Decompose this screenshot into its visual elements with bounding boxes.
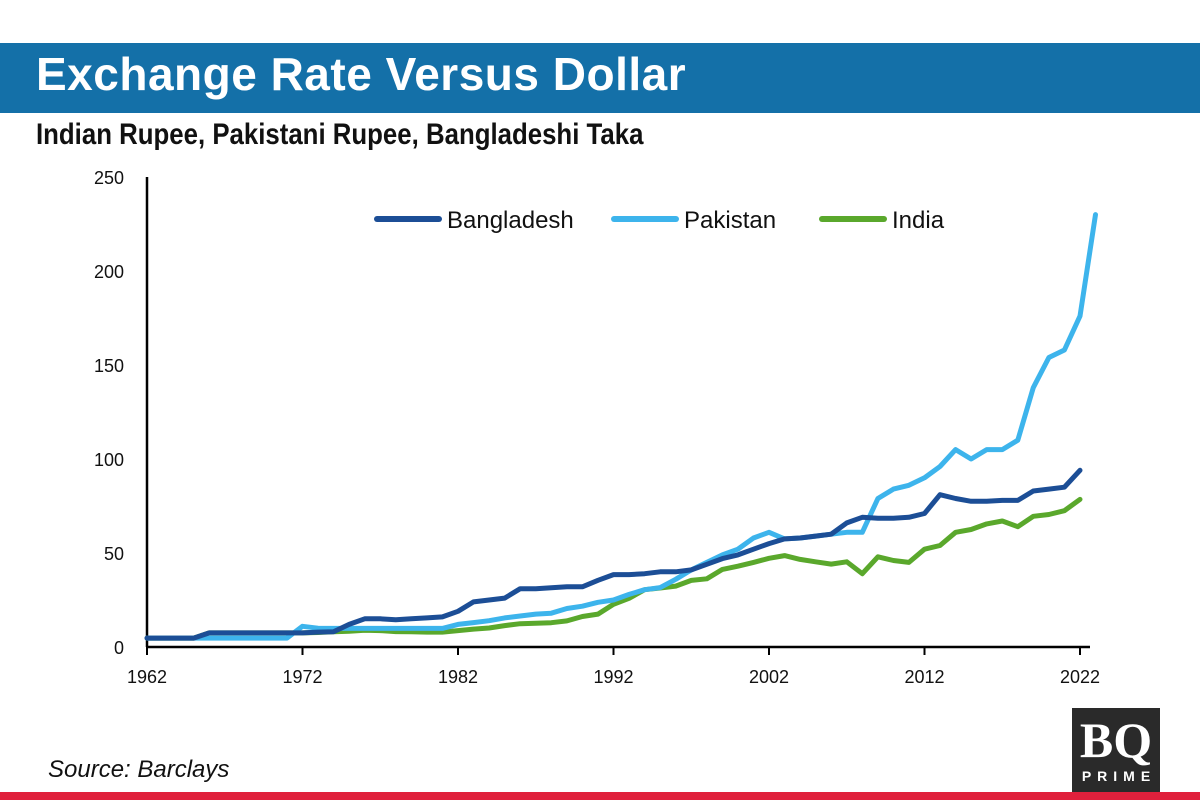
- y-tick-label: 250: [94, 168, 124, 188]
- y-tick-label: 100: [94, 450, 124, 470]
- bottom-accent-line: [0, 792, 1200, 800]
- legend-label-pakistan: Pakistan: [684, 207, 776, 234]
- y-tick-label: 50: [104, 544, 124, 564]
- logo-text: BQ: [1079, 712, 1153, 768]
- chart-subtitle: Indian Rupee, Pakistani Rupee, Banglades…: [36, 118, 644, 151]
- legend-label-bangladesh: Bangladesh: [447, 207, 574, 234]
- x-tick-label: 1962: [127, 667, 167, 687]
- x-tick-label: 1972: [282, 667, 322, 687]
- series-line-pakistan: [144, 212, 1098, 641]
- series-line-india: [144, 496, 1083, 641]
- source-note: Source: Barclays: [48, 756, 230, 783]
- y-tick-label: 200: [94, 262, 124, 282]
- y-tick-label: 0: [114, 638, 124, 658]
- title-bar: Exchange Rate Versus Dollar: [0, 43, 1200, 113]
- legend-label-india: India: [892, 207, 945, 234]
- legend: Bangladesh Pakistan India: [374, 207, 945, 234]
- series-lines: [144, 212, 1098, 641]
- axes: 0 50 100 150 200 250 1962 1972 1982 1992 2002 2012 2…: [94, 168, 1100, 687]
- x-tick-label: 2012: [904, 667, 944, 687]
- x-tick-label: 2002: [749, 667, 789, 687]
- series-line-bangladesh: [144, 467, 1083, 641]
- y-tick-label: 150: [94, 356, 124, 376]
- x-tick-label: 1992: [593, 667, 633, 687]
- bq-prime-logo: BQ PRIME: [1072, 708, 1160, 800]
- logo-subtext: PRIME: [1081, 768, 1157, 784]
- x-tick-label: 1982: [438, 667, 478, 687]
- page-title: Exchange Rate Versus Dollar: [36, 48, 687, 100]
- x-tick-label: 2022: [1060, 667, 1100, 687]
